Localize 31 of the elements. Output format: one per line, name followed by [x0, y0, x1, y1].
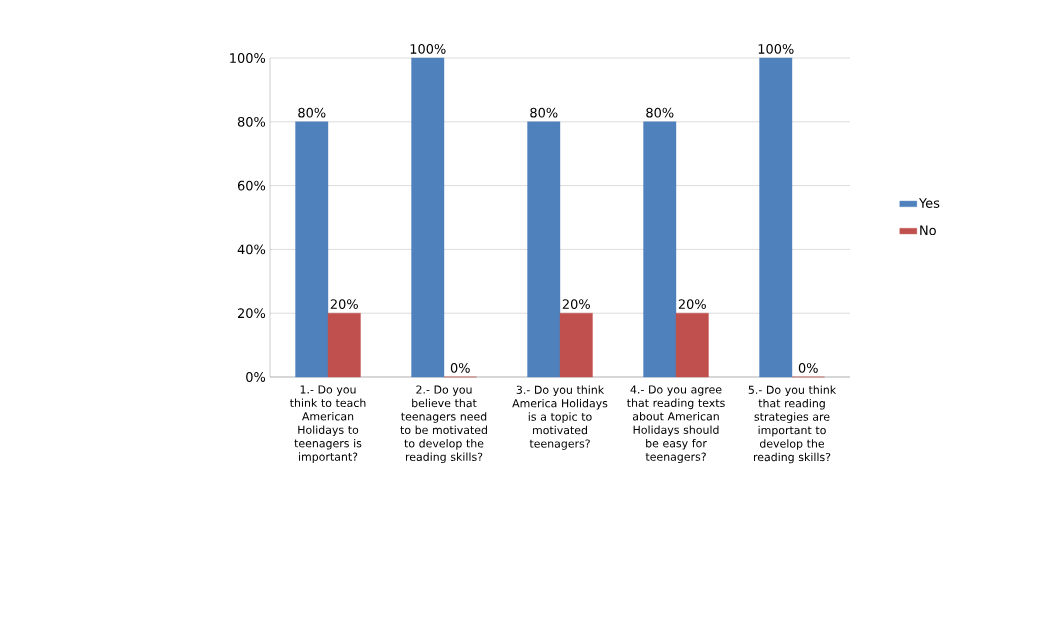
data-label: 20%: [562, 299, 590, 310]
legend-label: No: [920, 225, 936, 236]
bar: [759, 57, 793, 378]
y-tick-label: 100%: [230, 53, 266, 63]
bar: [675, 313, 709, 378]
bar: [411, 57, 445, 378]
bar: [559, 313, 593, 378]
x-tick-label: 4.- Do you agree that reading texts about American Holidays should be easy for teenagers?: [627, 385, 725, 463]
data-label: 0%: [450, 363, 470, 373]
x-tick-label: 2.- Do you believe that teenagers need to be motivated to develop the reading skills?: [400, 385, 487, 464]
data-label: 100%: [758, 44, 794, 54]
data-label: 20%: [678, 299, 706, 310]
x-tick-label: 1.- Do you think to teach American Holidays to teenagers is important?: [289, 385, 366, 463]
data-label: 80%: [298, 107, 326, 118]
y-tick-label: 0%: [246, 372, 266, 382]
bar: [327, 313, 361, 378]
y-tick-label: 60%: [237, 180, 266, 191]
data-label: 80%: [530, 107, 558, 118]
y-tick-label: 80%: [237, 116, 266, 127]
y-tick-label: 40%: [237, 244, 266, 255]
bar: [643, 121, 677, 378]
x-tick-label: 5.- Do you think that reading strategies are important to develop the reading skills?: [748, 385, 837, 464]
bar: [295, 121, 329, 378]
bar: [527, 121, 561, 378]
data-label: 80%: [646, 107, 674, 118]
data-label: 100%: [410, 44, 446, 54]
data-label: 0%: [798, 363, 818, 373]
y-tick-label: 20%: [237, 308, 266, 319]
x-tick-label: 3.- Do you think America Holidays is a topic to motivated teenagers?: [512, 385, 608, 450]
data-label: 20%: [330, 299, 358, 310]
legend-label: Yes: [918, 198, 940, 208]
